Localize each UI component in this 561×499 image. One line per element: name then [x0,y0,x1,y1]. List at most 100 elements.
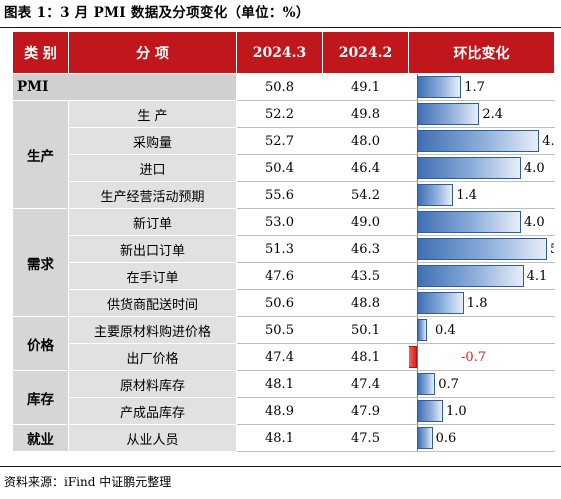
category-label: 生产 [12,100,69,209]
value-2024-3: 52.7 [236,127,323,155]
positive-bar [417,130,540,152]
change-cell: 4.0 [408,154,555,182]
change-cell: 0.4 [408,316,555,344]
positive-bar [417,184,454,206]
change-cell: 1.0 [408,397,555,425]
item-label: 主要原材料购进价格 [68,316,237,344]
value-2024-3: 48.9 [236,397,323,425]
table-row: 需求 新订单 53.0 49.0 4.0 [12,208,555,317]
table-row: 价格 主要原材料购进价格 50.5 50.1 0.4 [12,316,555,371]
change-label: 4.1 [526,268,548,284]
table-body: PMI 50.8 49.1 1.7 生产生 产 52.2 49.8 2.4 采购量 52.7 48.… [12,73,555,452]
item-label: 出厂价格 [68,343,237,371]
item-label: 采购量 [68,127,237,155]
value-2024-2: 47.4 [322,370,409,398]
header-2024-2: 2024.2 [322,31,409,74]
header-change: 环比变化 [408,31,555,74]
change-cell: 0.7 [408,370,555,398]
positive-bar [417,373,436,395]
item-label: 生产经营活动预期 [68,181,237,209]
table-row: 生产生 产 52.2 49.8 2.4 [12,100,555,209]
change-label: -0.7 [461,349,487,365]
item-label: 生 产 [68,100,237,128]
change-label: 4.0 [524,214,545,230]
change-label: 1.0 [446,403,467,419]
value-2024-3: 48.1 [236,370,323,398]
change-cell: 1.4 [408,181,555,209]
positive-bar [417,238,547,260]
value-2024-3: 50.5 [236,316,323,344]
table-row: 库存 原材料库存 48.1 47.4 0.7 [12,370,555,425]
change-label: 1.4 [456,187,478,203]
value-2024-2: 49.8 [322,100,409,128]
header-2024-3: 2024.3 [236,31,323,74]
value-2024-2: 46.3 [322,235,409,263]
item-label: 供货商配送时间 [68,289,237,317]
change-cell: 4.0 [408,208,555,236]
positive-bar [417,76,462,98]
item-label: 进口 [68,154,237,182]
item-label: 新出口订单 [68,235,237,263]
value-2024-3: 50.8 [236,73,323,101]
value-2024-3: 47.4 [236,343,323,371]
table-row: 在手订单 47.6 43.5 4.1 [13,262,555,290]
change-cell: 2.4 [408,100,555,128]
figure-title: 图表 1：3 月 PMI 数据及分项变化（单位：%） [4,5,310,21]
value-2024-3: 53.0 [236,208,323,236]
negative-bar [409,346,417,368]
value-2024-2: 49.1 [322,73,409,101]
category-label: 价格 [12,316,69,371]
value-2024-2: 49.0 [322,208,409,236]
change-label: 0.4 [435,322,456,338]
value-2024-2: 48.8 [322,289,409,317]
table-row: 产成品库存 48.9 47.9 1.0 [13,397,555,425]
table-row-pmi: PMI 50.8 49.1 1.7 [12,73,555,101]
change-cell: -0.7 [408,343,555,371]
positive-bar [417,319,428,341]
table-row: 生产经营活动预期 55.6 54.2 1.4 [13,181,555,209]
positive-bar [417,211,521,233]
value-2024-2: 50.1 [322,316,409,344]
positive-bar [417,265,524,287]
category-label: 需求 [12,208,69,317]
change-label: 1.7 [464,79,485,95]
change-cell: 4.1 [408,262,555,290]
change-label: 4.7 [542,133,555,149]
zero-axis [417,344,418,370]
source-rule [0,466,561,467]
value-2024-3: 52.2 [236,100,323,128]
change-cell: 1.8 [408,289,555,317]
value-2024-2: 43.5 [322,262,409,290]
change-label: 1.8 [466,295,488,311]
item-label: 从业人员 [68,424,237,452]
value-2024-3: 48.1 [236,424,323,452]
value-2024-2: 48.1 [322,343,409,371]
category-label: 库存 [12,370,69,425]
value-2024-3: 51.3 [236,235,323,263]
value-2024-2: 46.4 [322,154,409,182]
change-label: 0.6 [435,430,457,446]
value-2024-3: 55.6 [236,181,323,209]
value-2024-3: 47.6 [236,262,323,290]
header-category: 类 别 [12,31,69,74]
value-2024-3: 50.6 [236,289,323,317]
header-row: 类 别 分 项 2024.3 2024.2 环比变化 [12,31,555,74]
table-row: 供货商配送时间 50.6 48.8 1.8 [13,289,555,317]
table-row: 进口 50.4 46.4 4.0 [13,154,555,182]
change-cell: 4.7 [408,127,555,155]
item-label: 产成品库存 [68,397,237,425]
table-row: 出厂价格 47.4 48.1 -0.7 [13,343,555,371]
positive-bar [417,292,464,314]
change-cell: 5.0 [408,235,555,263]
positive-bar [417,157,521,179]
pmi-table: 类 别 分 项 2024.3 2024.2 环比变化 PMI 50.8 49.1 1.… [12,31,555,452]
header-item: 分 项 [68,31,237,74]
item-label: 原材料库存 [68,370,237,398]
change-label: 5.0 [550,237,554,262]
item-label: 新订单 [68,208,237,236]
value-2024-2: 47.9 [322,397,409,425]
pmi-label: PMI [12,73,237,101]
value-2024-2: 54.2 [322,181,409,209]
